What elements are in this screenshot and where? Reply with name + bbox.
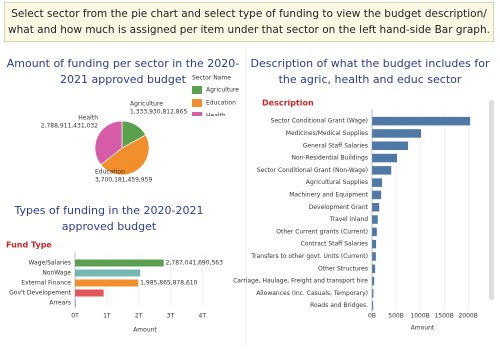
y-tick-label: Transfers to other govt. Units (Current) xyxy=(250,253,368,260)
bar xyxy=(372,252,376,261)
value-label: 1,985,865,878,610 xyxy=(140,280,197,287)
bar xyxy=(372,276,375,286)
legend-label: Education xyxy=(206,100,236,107)
bar xyxy=(372,129,422,138)
x-tick-label: 0B xyxy=(368,313,376,320)
bar xyxy=(372,116,471,126)
bar xyxy=(372,301,374,310)
bar xyxy=(372,153,398,163)
bar xyxy=(75,279,139,287)
y-tick-label: General Staff Salaries xyxy=(303,142,368,149)
bar xyxy=(75,299,76,307)
y-tick-label: Sector Conditional Grant (Non-Wage) xyxy=(257,167,368,174)
bar xyxy=(372,264,376,273)
column-header: Description xyxy=(262,99,314,108)
y-tick-label: Contract Staff Salaries xyxy=(301,241,368,248)
legend-title: Sector Name xyxy=(192,75,231,82)
y-tick-label: Sector Conditional Grant (Wage) xyxy=(271,118,368,125)
x-tick-label: 4T xyxy=(199,313,207,320)
slice-value: 3,700,181,459,959 xyxy=(95,177,152,184)
legend-swatch xyxy=(192,99,202,107)
chart-title: Amount of funding per sector in the 2020… xyxy=(6,57,240,86)
y-tick-label: Travel inland xyxy=(329,216,368,223)
x-tick-label: 3T xyxy=(167,313,175,320)
pie-slice xyxy=(94,120,123,166)
slice-value: 1,333,930,812,865 xyxy=(130,109,187,116)
legend-swatch xyxy=(192,112,202,116)
x-axis-label: Amount xyxy=(133,327,157,334)
x-tick-label: 2000B xyxy=(458,313,477,320)
x-tick-label: 1000B xyxy=(410,313,429,320)
value-label: 2,787,041,690,563 xyxy=(166,260,223,267)
x-axis-label: Amount xyxy=(411,325,435,332)
legend-label: Health xyxy=(206,113,226,120)
y-tick-label: Development Grant xyxy=(309,204,369,211)
legend-swatch xyxy=(192,86,202,94)
y-tick-label: Machinery and Equipment xyxy=(289,191,368,198)
y-tick-label: Other Current grants (Current) xyxy=(276,228,368,235)
bar xyxy=(75,259,164,267)
y-tick-label: Medicines/Medical Supplies xyxy=(286,130,368,137)
x-tick-label: 1500B xyxy=(434,313,453,320)
y-tick-label: Non-Residential Buildings xyxy=(291,155,368,162)
slice-label: Education xyxy=(95,169,125,176)
slice-label: Health xyxy=(78,115,98,122)
bar xyxy=(372,203,380,212)
column-header: Fund Type xyxy=(6,241,52,250)
bar xyxy=(75,269,141,277)
bar xyxy=(372,166,392,175)
legend-label: Agriculture xyxy=(206,87,239,94)
x-tick-label: 0T xyxy=(71,313,79,320)
bar xyxy=(372,289,374,298)
slice-value: 2,788,911,431,032 xyxy=(41,123,98,130)
bar xyxy=(75,289,104,297)
y-tick-label: Carriage, Haulage, Freight and transport… xyxy=(233,278,368,285)
legend: Sector Name Agriculture Education Health xyxy=(192,75,239,120)
bar xyxy=(372,227,377,237)
y-tick-label: NonWage xyxy=(42,270,71,277)
bar xyxy=(372,190,382,200)
chart-title: Description of what the budget includes … xyxy=(250,57,490,86)
chart-title: Types of funding in the 2020-2021 approv… xyxy=(14,204,204,233)
x-tick-label: 2T xyxy=(135,313,143,320)
instruction-banner: Select sector from the pie chart and sel… xyxy=(4,2,494,42)
y-tick-label: Other Structures xyxy=(318,265,368,272)
y-tick-label: Gov't Developement xyxy=(9,290,72,297)
bar xyxy=(372,215,378,224)
x-tick-label: 500B xyxy=(388,313,404,320)
y-tick-label: Roads and Bridges. xyxy=(310,302,368,309)
y-tick-label: Agricultural Supplies xyxy=(306,179,368,186)
bar xyxy=(372,141,409,150)
scrollbar[interactable] xyxy=(489,100,494,300)
pie-slice xyxy=(100,134,150,176)
slice-label: Agriculture xyxy=(130,101,163,108)
y-tick-label: Wage/Salaries xyxy=(28,260,71,267)
y-tick-label: Arrears xyxy=(49,300,71,307)
y-tick-label: External Finance xyxy=(21,280,71,287)
bar xyxy=(372,178,383,187)
x-tick-label: 1T xyxy=(103,313,111,320)
y-tick-label: Allowances (Inc. Casuals, Temporary) xyxy=(256,290,368,297)
bar xyxy=(372,239,377,249)
